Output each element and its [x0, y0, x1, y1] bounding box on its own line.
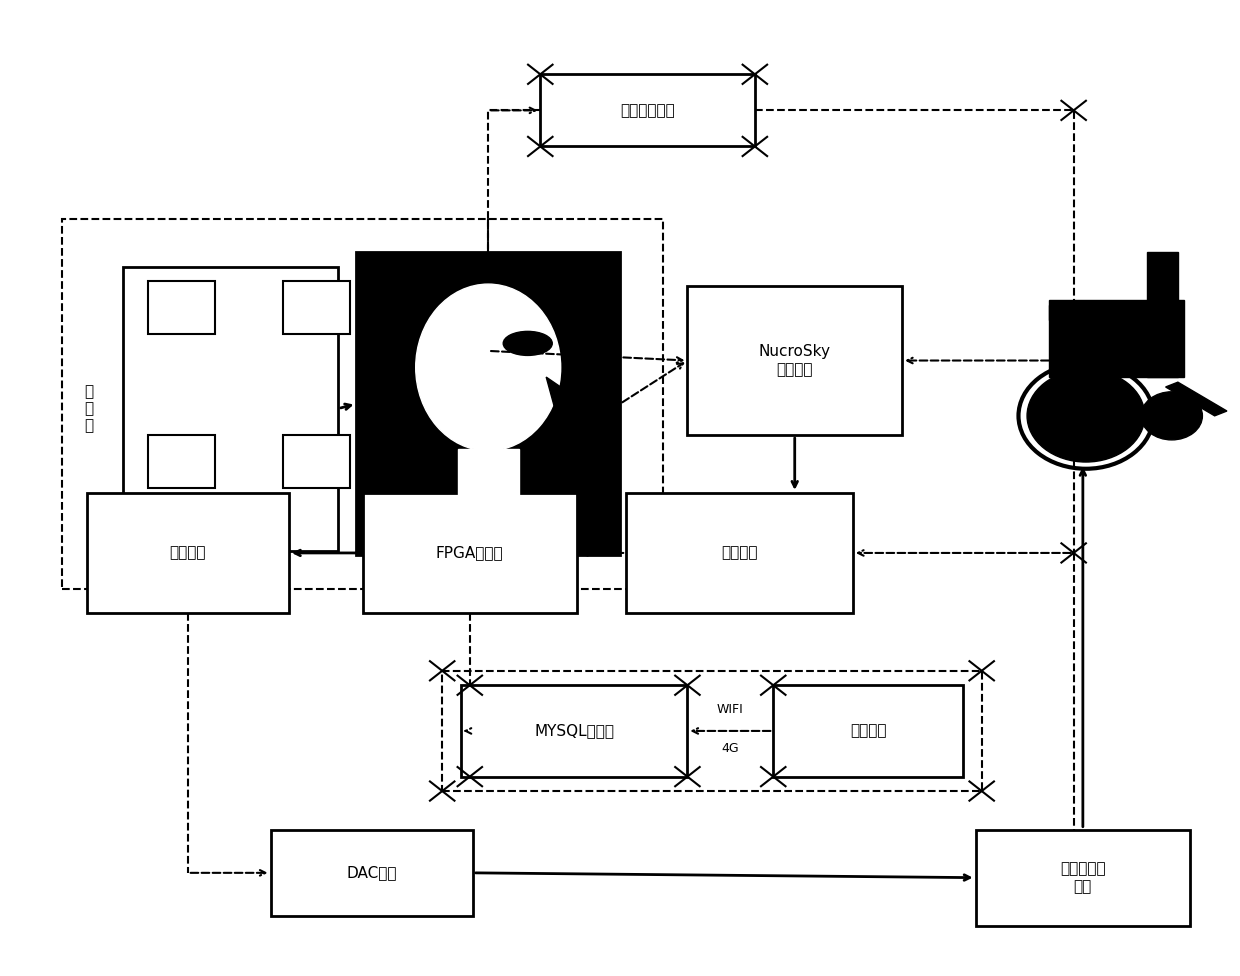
Ellipse shape — [503, 332, 552, 355]
Text: 移动终端: 移动终端 — [851, 723, 887, 739]
Bar — [460, 685, 687, 777]
Bar — [541, 74, 755, 146]
Bar — [148, 281, 216, 334]
Bar — [458, 449, 518, 534]
Bar — [976, 830, 1190, 926]
Text: NucroSky
脑波芯片: NucroSky 脑波芯片 — [759, 345, 831, 377]
Bar — [774, 685, 963, 777]
Circle shape — [1027, 370, 1145, 462]
Text: DAC芯片: DAC芯片 — [346, 866, 397, 880]
Text: 蓝牙芯片: 蓝牙芯片 — [170, 546, 206, 560]
Text: MYSQL服务器: MYSQL服务器 — [534, 723, 614, 739]
Bar — [443, 671, 982, 792]
Polygon shape — [546, 377, 567, 406]
Bar — [356, 252, 620, 555]
Bar — [283, 281, 350, 334]
Polygon shape — [1166, 383, 1226, 416]
Bar — [283, 435, 350, 488]
Bar — [270, 830, 472, 916]
Text: FPGA处理器: FPGA处理器 — [436, 546, 503, 560]
Text: 轮椅驱动控
制器: 轮椅驱动控 制器 — [1060, 862, 1106, 894]
Ellipse shape — [415, 284, 560, 451]
Bar — [124, 266, 339, 550]
Circle shape — [1141, 391, 1203, 440]
Bar — [1049, 301, 1184, 378]
Text: WIFI: WIFI — [717, 704, 744, 716]
Bar — [148, 435, 216, 488]
Bar — [87, 493, 289, 613]
Bar — [62, 219, 663, 590]
Bar — [1147, 252, 1178, 378]
Bar — [626, 493, 853, 613]
Text: 刺
激
源: 刺 激 源 — [84, 384, 94, 433]
Bar — [362, 493, 577, 613]
Text: 4G: 4G — [722, 742, 739, 754]
Text: 蓝牙芯片: 蓝牙芯片 — [722, 546, 758, 560]
Bar — [687, 286, 901, 435]
Bar — [1049, 305, 1153, 319]
Text: 语音采集模块: 语音采集模块 — [620, 102, 675, 118]
